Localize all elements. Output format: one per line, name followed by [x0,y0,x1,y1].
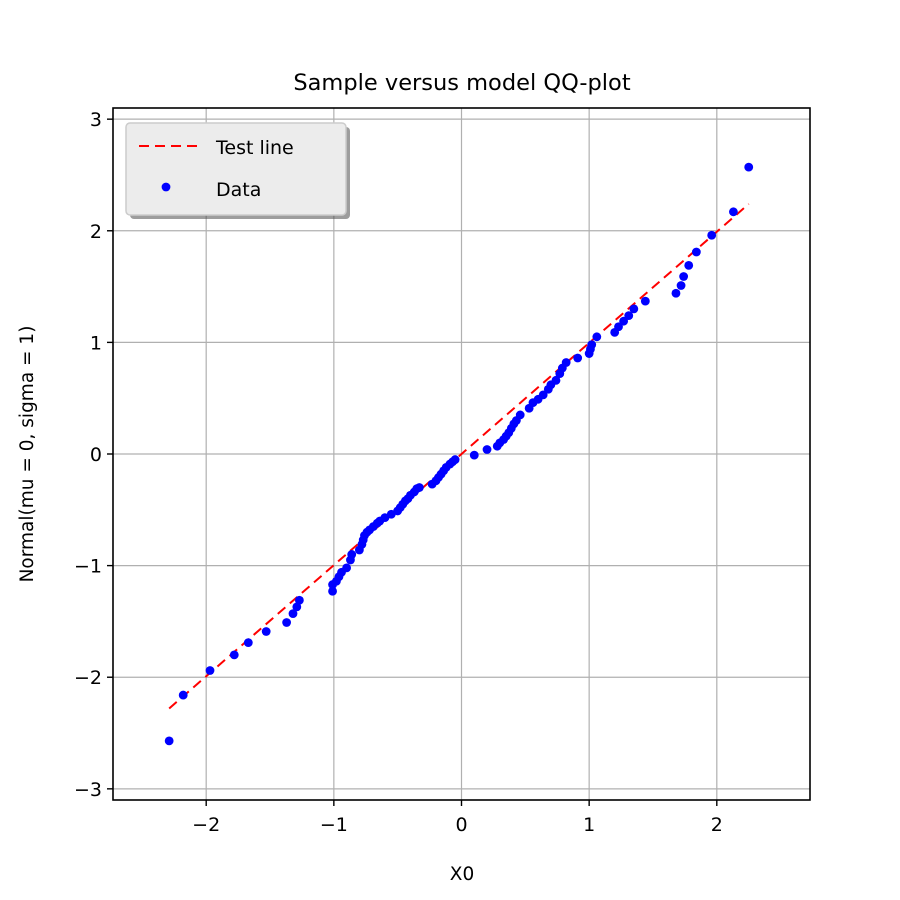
data-point [619,316,629,326]
x-tick-label: 0 [455,814,467,836]
data-point [229,650,239,660]
x-axis-label: X0 [450,864,474,885]
data-point [328,586,337,596]
data-point [640,296,650,306]
y-tick-label: −2 [74,667,102,689]
data-point [243,638,253,648]
data-points [164,162,754,746]
y-tick-label: −1 [74,556,102,578]
data-point [414,483,424,492]
data-point [671,288,681,298]
data-point [282,618,292,627]
data-point [691,247,701,257]
data-point [450,455,460,464]
data-point [294,595,304,605]
data-point [744,162,754,172]
y-tick-label: 2 [90,221,102,243]
legend-label-data: Data [216,179,261,201]
data-point [288,609,298,619]
data-point [342,563,352,573]
data-point [592,332,602,342]
data-point [587,340,597,350]
data-point [164,736,174,746]
data-point [347,550,357,559]
data-point [538,390,548,400]
data-point [707,230,717,240]
data-point [629,304,639,314]
y-tick-label: −3 [74,779,102,801]
y-axis-ticks: −3 −2 −1 0 1 2 3 [74,109,113,801]
chart-title: Sample versus model QQ-plot [293,70,630,96]
data-point [551,375,561,385]
data-point [729,207,738,217]
data-point [205,666,215,675]
data-point [573,353,583,363]
data-point [684,260,694,270]
x-tick-label: 1 [583,814,595,836]
legend-data-swatch [161,182,171,192]
x-tick-label: 2 [711,814,723,836]
legend-label-test-line: Test line [215,137,294,159]
data-point [292,602,302,612]
data-point [261,627,271,636]
legend: Test line Data [125,122,350,219]
y-tick-label: 3 [90,109,102,131]
test-line-layer [168,203,750,710]
y-tick-label: 1 [90,332,102,354]
y-tick-label: 0 [90,444,102,466]
data-point [561,358,571,367]
data-point [515,410,525,420]
x-tick-label: −2 [192,814,220,836]
data-point [178,690,188,700]
x-axis-ticks: −2 −1 0 1 2 [192,800,723,836]
test-line [168,203,750,710]
data-point [469,450,479,460]
data-point [482,445,492,454]
data-point [614,322,623,332]
x-tick-label: −1 [320,814,348,836]
data-point [679,272,689,281]
data-point [624,311,634,320]
y-axis-label: Normal(mu = 0, sigma = 1) [17,326,38,583]
data-point [676,281,686,290]
